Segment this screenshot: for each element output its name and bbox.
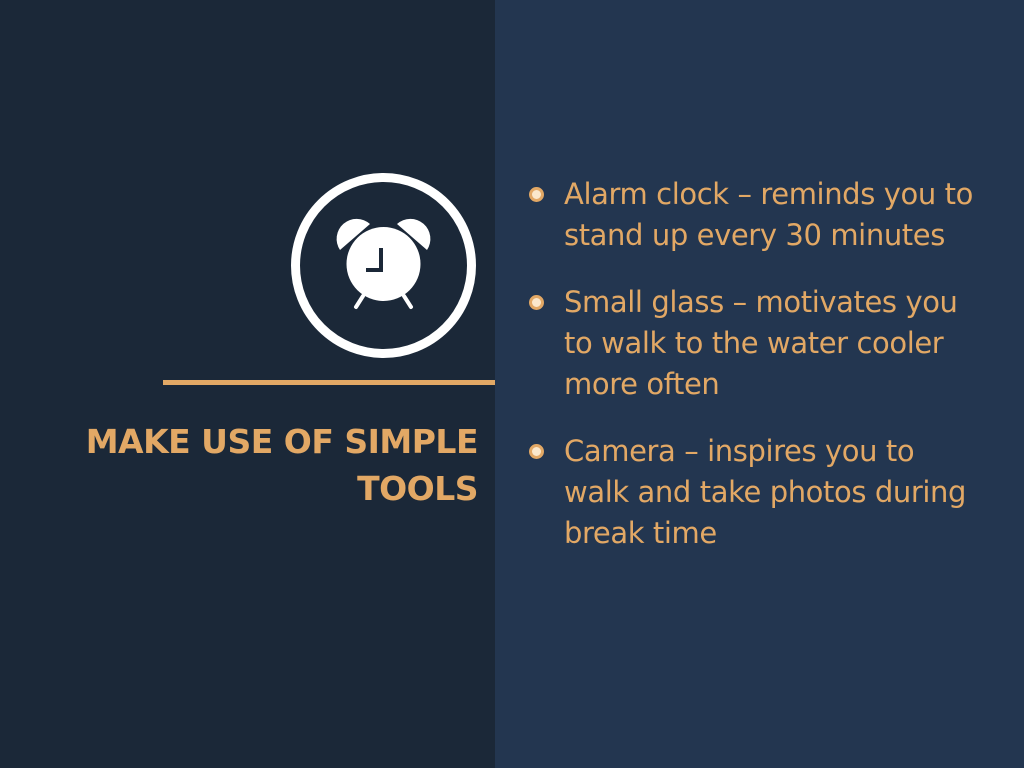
bullet-list: Alarm clock – reminds you to stand up ev… bbox=[527, 174, 987, 580]
list-item: Alarm clock – reminds you to stand up ev… bbox=[527, 174, 987, 256]
list-item: Small glass – motivates you to walk to t… bbox=[527, 282, 987, 405]
alarm-clock-icon bbox=[290, 172, 477, 359]
bullet-text: Alarm clock – reminds you to stand up ev… bbox=[564, 177, 973, 252]
bullet-dot-icon bbox=[529, 444, 544, 459]
right-panel bbox=[495, 0, 1024, 768]
title-divider bbox=[163, 380, 495, 385]
bullet-dot-icon bbox=[529, 295, 544, 310]
bullet-dot-icon bbox=[529, 187, 544, 202]
bullet-text: Small glass – motivates you to walk to t… bbox=[564, 285, 958, 401]
list-item: Camera – inspires you to walk and take p… bbox=[527, 431, 987, 554]
slide-title: MAKE USE OF SIMPLE TOOLS bbox=[85, 422, 479, 508]
bullet-text: Camera – inspires you to walk and take p… bbox=[564, 434, 967, 550]
